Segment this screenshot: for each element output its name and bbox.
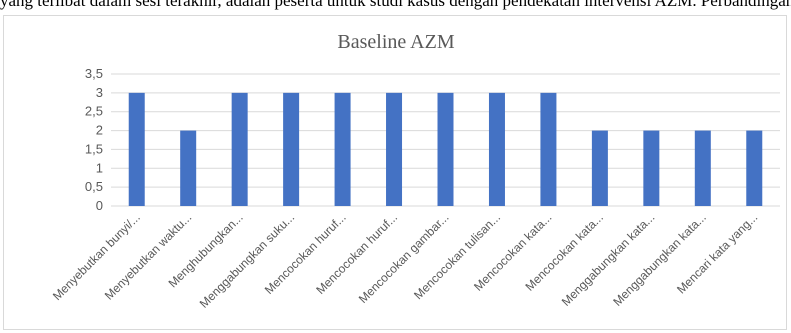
bar <box>488 92 505 206</box>
bar <box>334 92 351 206</box>
bar <box>643 130 660 206</box>
x-category-label: Menggabungkan kata... <box>610 210 709 309</box>
bar <box>540 92 557 206</box>
bar <box>746 130 763 206</box>
bar <box>591 130 608 206</box>
x-category-label: Menggabungkan kata... <box>559 210 658 309</box>
bar <box>180 130 197 206</box>
y-tick-label: 1,5 <box>85 141 103 156</box>
document-top-text: yang terlibat dalam sesi terakhir, adala… <box>0 0 791 10</box>
y-tick-label: 3 <box>96 85 103 100</box>
x-category-label: Mencocokan gambar... <box>356 210 452 306</box>
y-tick-label: 1 <box>96 160 103 175</box>
x-category-label: Mencocokan tulisan... <box>411 210 503 302</box>
x-category-label: Menyebutkan waktu... <box>102 210 194 302</box>
bar <box>231 92 248 206</box>
y-axis-ticks: 0 0,5 1 1,5 2 2,5 3 3,5 <box>85 66 103 213</box>
bar <box>437 92 454 206</box>
bar <box>283 92 300 206</box>
x-category-label: Menyebutkan bunyi/... <box>50 210 143 303</box>
chart-title: Baseline AZM <box>337 31 454 53</box>
bar <box>128 92 145 206</box>
y-tick-label: 0 <box>96 198 103 213</box>
y-tick-label: 3,5 <box>85 66 103 81</box>
chart-container: Baseline AZM 0 0,5 1 1,5 2 2,5 3 3,5 Menyebutka… <box>3 15 787 330</box>
y-tick-label: 2 <box>96 123 103 138</box>
bar <box>386 92 403 206</box>
x-category-label: Menggabungkan suku... <box>197 210 297 310</box>
bars <box>128 92 763 206</box>
y-tick-label: 2,5 <box>85 104 103 119</box>
bar <box>694 130 711 206</box>
y-tick-label: 0,5 <box>85 179 103 194</box>
x-axis-category-labels: Menyebutkan bunyi/...Menyebutkan waktu..… <box>50 210 760 310</box>
bar-chart: Baseline AZM 0 0,5 1 1,5 2 2,5 3 3,5 Menyebutka… <box>50 31 780 311</box>
